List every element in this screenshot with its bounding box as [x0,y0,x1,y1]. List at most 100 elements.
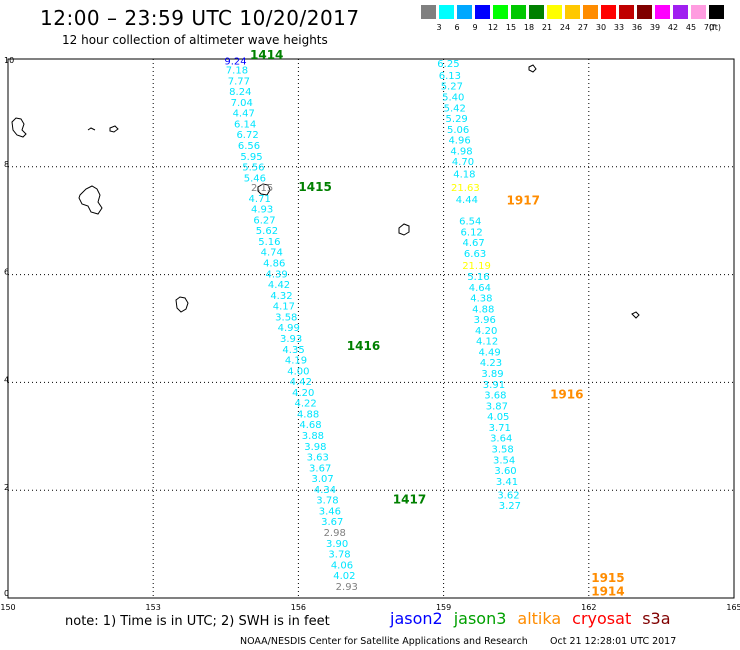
legend-swatch [475,5,490,19]
wave-height-value: 4.20 [475,326,497,337]
wave-height-value: 21.19 [462,261,491,272]
wave-height-value: 4.88 [297,409,319,420]
wave-height-value: 3.46 [319,506,341,517]
wave-height-value: 4.68 [299,420,321,431]
wave-height-value: 4.02 [333,571,355,582]
legend-swatch [421,5,436,19]
wave-height-value: 3.68 [484,391,506,402]
pass-number-label: 1415 [298,180,331,194]
legend-swatch [439,5,454,19]
legend-label: 39 [649,23,661,32]
island-shape [11,117,27,138]
pass-number-label: 1914 [591,584,624,598]
legend-swatch [457,5,472,19]
wave-height-value: 4.20 [292,388,314,399]
legend-swatch [547,5,562,19]
legend-swatch [709,5,724,19]
wave-height-value: 4.00 [287,366,309,377]
wave-height-value: 3.54 [493,455,515,466]
wave-height-value: 4.34 [314,485,336,496]
legend-swatch [493,5,508,19]
satellite-legend: jason2 jason3 altika cryosat s3a [390,609,682,628]
legend-swatch [511,5,526,19]
wave-height-value: 2.98 [324,528,346,539]
legend-swatch [601,5,616,19]
wave-height-value: 6.14 [234,119,256,130]
legend-swatch [673,5,688,19]
wave-height-value: 3.78 [316,496,338,507]
wave-height-value: 6.25 [437,59,459,70]
wave-height-value: 5.16 [258,237,280,248]
lat-tick-label: 6 [4,268,9,277]
wave-height-value: 4.18 [453,170,475,181]
wave-height-value: 4.98 [450,146,472,157]
wave-height-value: 5.27 [441,82,463,93]
pass-number-label: 1416 [347,339,380,353]
wave-height-value: 3.07 [311,474,333,485]
wave-height-value: 6.72 [236,130,258,141]
lon-tick-label: 162 [581,603,596,612]
wave-height-value: 4.70 [452,157,474,168]
legend-label: 9 [472,23,478,32]
island-shape [528,64,537,73]
wave-height-value: 3.88 [302,431,324,442]
legend-label: 70 [703,23,715,32]
satellite-name: s3a [642,609,671,628]
legend-label: 18 [523,23,535,32]
island-shape [87,125,119,133]
legend-swatch [529,5,544,19]
legend-label: 30 [595,23,607,32]
satellite-name: jason2 [390,609,443,628]
wave-height-value: 4.22 [295,399,317,410]
lon-tick-label: 153 [146,603,161,612]
island-shape [257,183,271,196]
wave-height-value: 2.15 [251,183,273,194]
wave-height-value: 4.38 [470,294,492,305]
legend-swatch [637,5,652,19]
wave-height-value: 4.67 [462,238,484,249]
wave-height-value: 3.58 [492,444,514,455]
wave-height-value: 4.32 [270,291,292,302]
island-shape [631,311,640,319]
legend-label: 24 [559,23,571,32]
wave-height-value: 5.40 [442,93,464,104]
wave-height-value: 4.93 [251,205,273,216]
satellite-name: jason3 [453,609,507,628]
wave-height-value: 4.42 [290,377,312,388]
legend-label: 12 [487,23,499,32]
wave-height-value: 5.56 [242,163,264,174]
legend-swatch [691,5,706,19]
wave-height-value: 3.93 [280,334,302,345]
wave-height-value: 3.63 [307,453,329,464]
pass-number-label: 1915 [591,571,624,585]
wave-height-value: 8.24 [229,87,251,98]
legend-label: 3 [436,23,442,32]
island-shape [78,185,103,215]
island-shape [175,296,189,313]
wave-height-value: 6.13 [439,71,461,82]
lon-tick-label: 165 [726,603,740,612]
wave-height-value: 7.77 [228,76,250,87]
wave-height-value: 4.64 [469,283,491,294]
legend-label: 21 [541,23,553,32]
wave-height-value: 4.35 [282,345,304,356]
legend-label: 6 [454,23,460,32]
wave-height-value: 3.96 [474,315,496,326]
wave-height-value: 4.71 [249,194,271,205]
wave-height-value: 3.67 [309,463,331,474]
wave-height-value: 3.98 [304,442,326,453]
wave-height-value: 5.29 [446,114,468,125]
wave-height-value: 4.74 [261,248,283,259]
lat-tick-label: 2 [4,483,9,492]
wave-height-value: 5.95 [240,152,262,163]
wave-height-value: 5.42 [444,103,466,114]
wave-height-value: 4.44 [456,195,478,206]
credit-line: NOAA/NESDIS Center for Satellite Applica… [240,636,528,647]
wave-height-value: 3.71 [489,423,511,434]
wave-height-value: 6.12 [461,227,483,238]
wave-height-value: 6.54 [459,216,481,227]
lon-tick-label: 150 [0,603,15,612]
wave-height-value: 3.64 [490,434,512,445]
lat-tick-label: 8 [4,160,9,169]
